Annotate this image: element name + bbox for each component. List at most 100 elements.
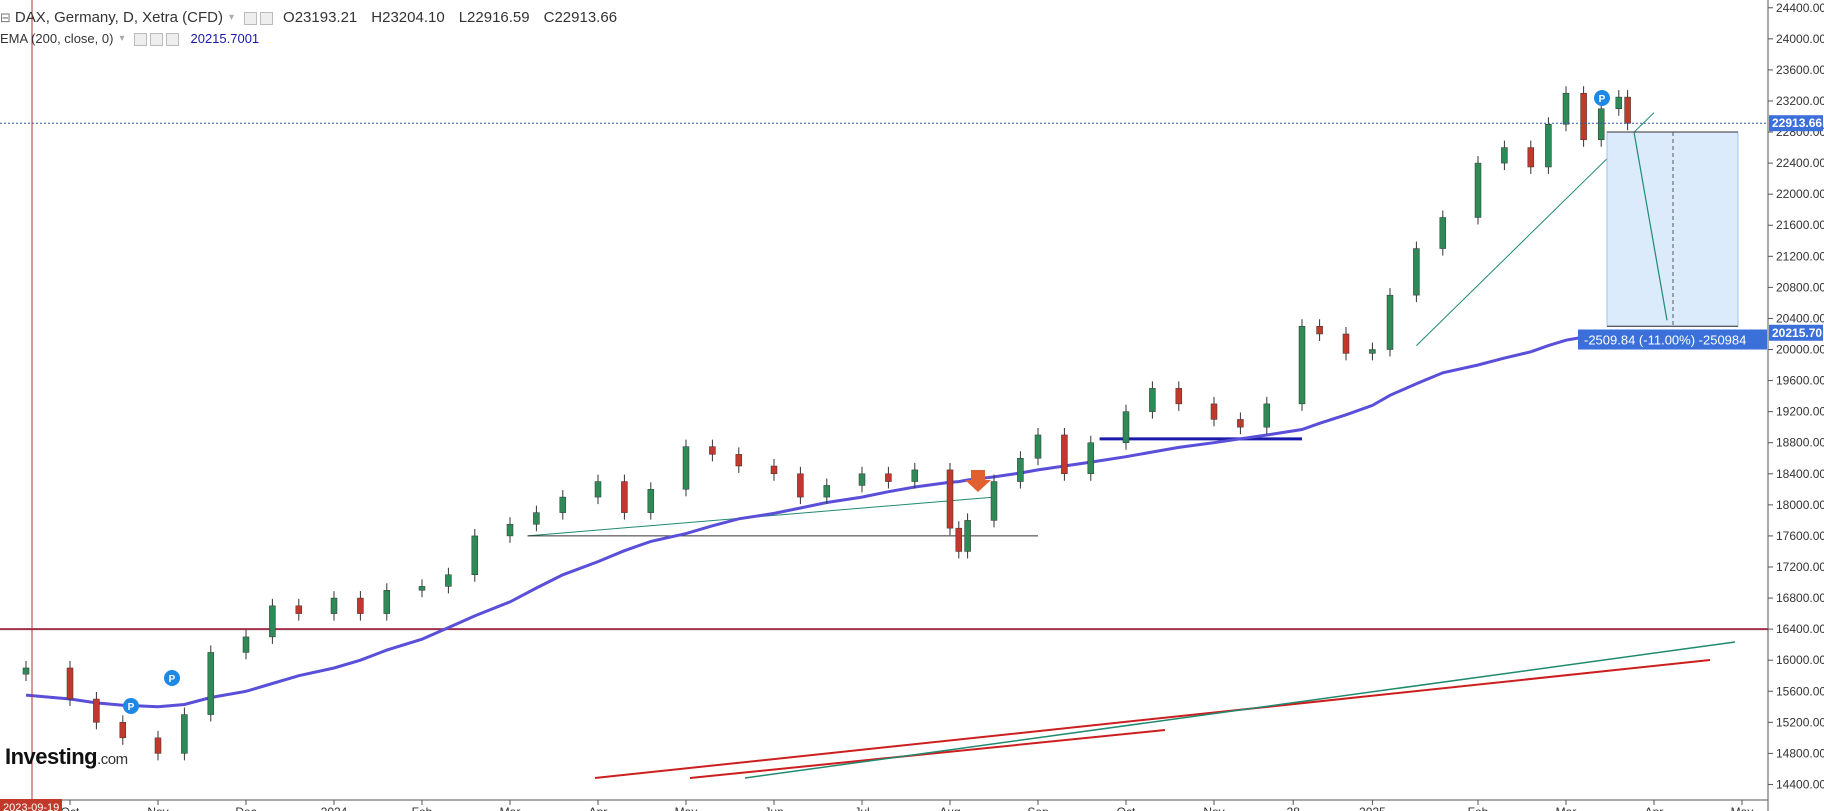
settings-icon[interactable] bbox=[134, 32, 148, 46]
candle-body bbox=[770, 465, 778, 475]
symbol-title: DAX, Germany, D, Xetra (CFD) bbox=[14, 9, 223, 26]
y-tick-label: 18000.00 bbox=[1776, 498, 1824, 512]
candle-body bbox=[911, 469, 919, 482]
y-tick-label: 20400.00 bbox=[1776, 311, 1824, 325]
y-tick-label: 24000.00 bbox=[1776, 32, 1824, 46]
x-tick-label: Mar bbox=[1556, 805, 1577, 811]
candle-body bbox=[1149, 388, 1156, 412]
x-tick-label: Oct bbox=[1117, 805, 1136, 811]
candle-body bbox=[1597, 108, 1605, 141]
candle-body bbox=[797, 473, 804, 498]
x-tick-label: Apr bbox=[589, 805, 608, 811]
ema-label: EMA (200, close, 0) bbox=[0, 31, 114, 46]
x-tick-label: May bbox=[675, 805, 698, 811]
channel-line-green bbox=[744, 641, 1736, 779]
candle-body bbox=[1624, 96, 1631, 124]
candle-body bbox=[559, 496, 567, 513]
y-tick-label: 18400.00 bbox=[1776, 467, 1824, 481]
investing-logo: Investing.com bbox=[5, 744, 128, 769]
y-tick-label: 21200.00 bbox=[1776, 249, 1824, 263]
close-value: C22913.66 bbox=[543, 9, 618, 26]
x-tick-label: Oct bbox=[61, 805, 80, 811]
hide-icon[interactable] bbox=[260, 11, 274, 25]
x-tick-label: 28 bbox=[1287, 805, 1301, 811]
pattern-marker bbox=[123, 698, 139, 714]
channel-line-red bbox=[689, 729, 1166, 779]
projection-arrow bbox=[1633, 131, 1668, 321]
y-tick-label: 20800.00 bbox=[1776, 280, 1824, 294]
candle-body bbox=[1034, 434, 1042, 459]
y-tick-label: 19200.00 bbox=[1776, 405, 1824, 419]
candle-body bbox=[242, 636, 250, 653]
open-value: O23193.21 bbox=[283, 9, 358, 26]
y-tick-label: 22400.00 bbox=[1776, 156, 1824, 170]
candle-body bbox=[207, 652, 215, 715]
y-tick-label: 16400.00 bbox=[1776, 622, 1824, 636]
x-tick-label: Jun bbox=[764, 805, 783, 811]
y-tick-label: 17600.00 bbox=[1776, 529, 1824, 543]
candle-body bbox=[594, 481, 602, 498]
candle-body bbox=[1175, 388, 1183, 405]
down-arrow-icon bbox=[965, 470, 991, 492]
candle-body bbox=[990, 481, 998, 521]
channel-line-red bbox=[594, 659, 1711, 779]
ema-price-badge-bg bbox=[1769, 324, 1823, 341]
candle-body bbox=[964, 520, 971, 552]
collapse-icon[interactable]: ⊟ bbox=[0, 10, 11, 25]
candle-body bbox=[445, 574, 452, 587]
candle-body bbox=[1210, 403, 1218, 420]
candle-body bbox=[885, 473, 892, 482]
candle-body bbox=[418, 586, 426, 591]
candle-body bbox=[119, 722, 127, 739]
candle-body bbox=[66, 667, 74, 700]
candle-body bbox=[295, 605, 303, 614]
symbol-legend: ⊟ DAX, Germany, D, Xetra (CFD) ▾ O23193.… bbox=[0, 8, 631, 28]
candle-body bbox=[1316, 325, 1323, 335]
crosshair-date-badge: 2023-09-19 bbox=[3, 802, 59, 811]
ema-price-badge: 20215.70 bbox=[1772, 326, 1822, 340]
y-tick-label: 21600.00 bbox=[1776, 218, 1824, 232]
candle-body bbox=[647, 489, 655, 513]
candle-body bbox=[1562, 92, 1570, 125]
candle-body bbox=[1298, 325, 1306, 405]
candle-body bbox=[1369, 349, 1376, 354]
y-tick-label: 19600.00 bbox=[1776, 374, 1824, 388]
candle-body bbox=[946, 469, 954, 529]
candle-body bbox=[93, 698, 100, 723]
x-tick-label: Jul bbox=[854, 805, 869, 811]
pattern-marker-label: P bbox=[169, 674, 176, 685]
last-price-badge-bg bbox=[1769, 115, 1823, 132]
x-tick-label: Apr bbox=[1645, 805, 1664, 811]
y-tick-label: 14400.00 bbox=[1776, 777, 1824, 791]
date-badge-bg bbox=[0, 799, 62, 811]
candle-body bbox=[1237, 419, 1244, 428]
candle-body bbox=[1342, 333, 1350, 354]
candle-body bbox=[330, 597, 338, 614]
pattern-marker bbox=[164, 670, 180, 686]
candle-body bbox=[1087, 442, 1095, 475]
y-tick-label: 20000.00 bbox=[1776, 343, 1824, 357]
candle-body bbox=[858, 473, 866, 486]
ema-legend: EMA (200, close, 0) ▾ 20215.7001 bbox=[0, 29, 259, 49]
y-tick-label: 23200.00 bbox=[1776, 94, 1824, 108]
measure-label-bg bbox=[1578, 329, 1767, 350]
candle-body bbox=[735, 454, 743, 467]
candle-body bbox=[1386, 294, 1394, 350]
chevron-down-icon[interactable]: ▾ bbox=[229, 12, 235, 23]
chevron-down-icon[interactable]: ▾ bbox=[119, 33, 125, 44]
hide-icon[interactable] bbox=[150, 32, 164, 46]
y-tick-label: 23600.00 bbox=[1776, 63, 1824, 77]
candle-body bbox=[471, 535, 479, 576]
close-icon[interactable] bbox=[166, 32, 180, 46]
x-tick-label: Dec bbox=[235, 805, 256, 811]
candle-body bbox=[1413, 248, 1420, 296]
candle-body bbox=[1263, 403, 1271, 428]
settings-icon[interactable] bbox=[244, 11, 258, 25]
y-tick-label: 24400.00 bbox=[1776, 1, 1824, 15]
pattern-marker bbox=[1594, 90, 1610, 106]
y-tick-label: 14800.00 bbox=[1776, 746, 1824, 760]
y-tick-label: 22000.00 bbox=[1776, 187, 1824, 201]
candle-body bbox=[383, 590, 391, 614]
